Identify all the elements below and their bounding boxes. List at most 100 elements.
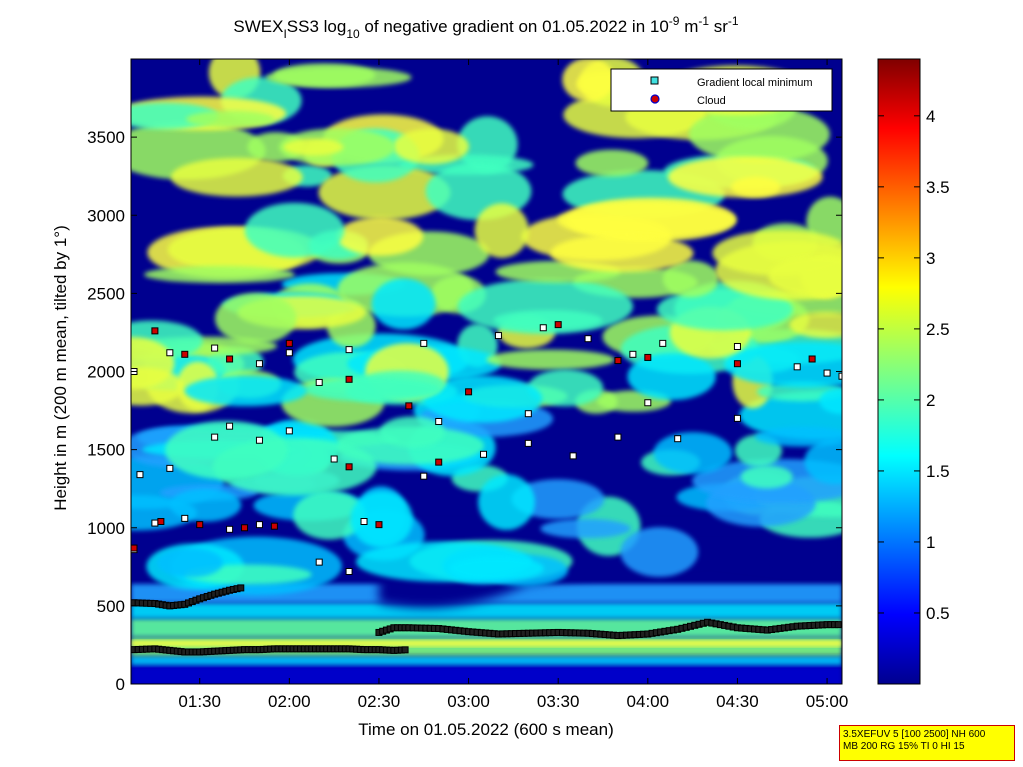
gradient-minimum-marker [524, 439, 532, 447]
colorbar-tick-label: 3.5 [926, 178, 950, 197]
x-tick-label: 05:00 [806, 692, 849, 711]
marker-layer [131, 321, 842, 656]
heatmap-blob [169, 488, 242, 522]
cloud-marker [270, 522, 278, 530]
legend-circle-marker [650, 94, 660, 104]
heatmap-blob [474, 203, 529, 258]
heatmap-blob [486, 349, 615, 370]
cloud-marker [196, 521, 204, 529]
legend-label-cloud: Cloud [697, 95, 726, 107]
colorbar-tick-label: 0.5 [926, 604, 950, 623]
gradient-minimum-marker [494, 332, 502, 340]
heatmap-blob [293, 491, 366, 540]
heatmap-blob [131, 337, 175, 390]
heatmap-band [131, 655, 842, 666]
y-tick-label: 1000 [87, 519, 125, 538]
colorbar-ticks: 0.5 1 1.5 2 2.5 3 3.5 4 [878, 107, 950, 623]
heatmap-blob [724, 342, 842, 388]
gradient-minimum-marker [629, 350, 637, 358]
gradient-minimum-marker [360, 518, 368, 525]
heatmap-area [131, 59, 842, 684]
heatmap-band [131, 640, 842, 647]
legend-box [610, 68, 833, 112]
legend-square-marker [650, 76, 659, 85]
heatmap-blob [170, 157, 303, 197]
heatmap-blob [318, 165, 451, 220]
cloud-marker [285, 339, 293, 347]
gradient-minimum-marker [401, 646, 409, 654]
colorbar: 0.5 1 1.5 2 2.5 3 3.5 4 [877, 58, 950, 685]
y-tick-label: 2000 [87, 363, 125, 382]
gradient-minimum-marker [539, 324, 547, 332]
cloud-marker [554, 321, 562, 329]
gradient-minimum-marker [569, 452, 577, 460]
heatmap-blob [371, 278, 436, 330]
cloud-marker [226, 355, 234, 363]
gradient-minimum-marker [524, 410, 532, 418]
y-tick-label: 3000 [87, 206, 125, 225]
heatmap-blob [627, 353, 716, 401]
x-axis-label: Time on 01.05.2022 (600 s mean) [358, 720, 613, 739]
colorbar-tick-label: 1 [926, 533, 935, 552]
gradient-minimum-marker [237, 584, 245, 592]
heatmap-blob [304, 377, 441, 402]
heatmap-blob [527, 369, 604, 407]
cloud-marker [375, 521, 383, 529]
colorbar-tick-label: 3 [926, 249, 935, 268]
cloud-marker [157, 518, 165, 525]
legend-label-gradient-minimum: Gradient local minimum [697, 77, 813, 89]
heatmap-field [131, 59, 842, 684]
heatmap-blob [184, 375, 308, 407]
heatmap-blob [449, 556, 544, 581]
gradient-minimum-marker [659, 339, 667, 347]
colorbar-fill [877, 58, 921, 685]
cloud-marker [465, 388, 473, 396]
info-line-2: MB 200 RG 15% TI 0 HI 15 [843, 741, 965, 752]
gradient-minimum-marker [345, 346, 353, 354]
heatmap-blob [215, 292, 297, 345]
heatmap-blob [819, 387, 842, 414]
cloud-marker [614, 357, 622, 365]
gradient-minimum-marker [614, 433, 622, 441]
gradient-minimum-marker [644, 399, 652, 407]
gradient-minimum-marker [420, 472, 428, 480]
gradient-minimum-marker [211, 433, 219, 441]
y-tick-label: 500 [97, 597, 125, 616]
gradient-minimum-marker [255, 360, 263, 368]
heatmap-blob [620, 527, 699, 577]
cloud-marker [644, 353, 652, 361]
heatmap-blob [667, 156, 823, 198]
heatmap-blob [768, 256, 842, 297]
heatmap-blob [662, 260, 719, 298]
heatmap-blob [350, 491, 413, 548]
gradient-minimum-marker [255, 436, 263, 444]
heatmap-blob [511, 479, 605, 519]
gradient-minimum-marker [285, 427, 293, 435]
heatmap-blob [550, 234, 694, 273]
heatmap-blob [165, 420, 288, 480]
gradient-minimum-marker [834, 621, 842, 629]
info-line-1: 3.5XEFUV 5 [100 2500] NH 600 [843, 729, 986, 740]
cloud-marker [345, 463, 353, 471]
gradient-minimum-marker [793, 363, 801, 371]
gradient-minimum-marker [226, 525, 234, 533]
heatmap-blob [336, 217, 424, 256]
cloud-marker [435, 458, 443, 466]
heatmap-blob [557, 201, 736, 239]
heatmap-blob [562, 59, 615, 102]
heatmap-blob [653, 432, 733, 474]
heatmap-blob [423, 375, 543, 423]
gradient-minimum-marker [315, 378, 323, 386]
heatmap-blob [804, 438, 842, 485]
gradient-minimum-marker [733, 414, 741, 422]
gradient-minimum-marker [226, 422, 234, 430]
y-tick-label: 1500 [87, 441, 125, 460]
x-tick-label: 02:30 [358, 692, 401, 711]
cloud-marker [131, 544, 138, 552]
cloud-marker [241, 524, 249, 532]
heatmap-band [131, 602, 842, 619]
gradient-minimum-marker [674, 435, 682, 443]
x-tick-label: 03:30 [537, 692, 580, 711]
heatmap-blob [393, 128, 469, 165]
